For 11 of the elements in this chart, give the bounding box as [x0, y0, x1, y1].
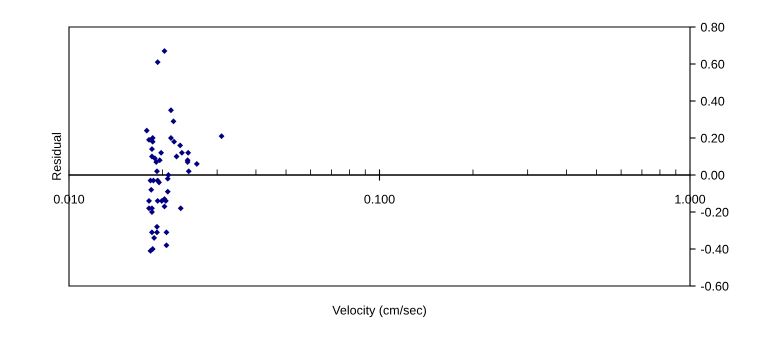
x-tick-label: 0.100 [364, 194, 395, 204]
y-tick-label: 0.60 [700, 60, 724, 69]
y-axis-title: Residual [52, 133, 61, 180]
y-tick-label: 0.20 [700, 134, 724, 143]
y-tick-label: -0.20 [700, 208, 728, 217]
y-tick-label: -0.60 [700, 282, 728, 291]
y-tick-label: 0.40 [700, 96, 724, 106]
x-axis-title: Velocity (cm/sec) [332, 305, 426, 318]
y-tick-label: 0.80 [700, 22, 724, 32]
y-tick-label: -0.40 [700, 244, 728, 254]
y-tick-label: 0.00 [700, 170, 724, 180]
